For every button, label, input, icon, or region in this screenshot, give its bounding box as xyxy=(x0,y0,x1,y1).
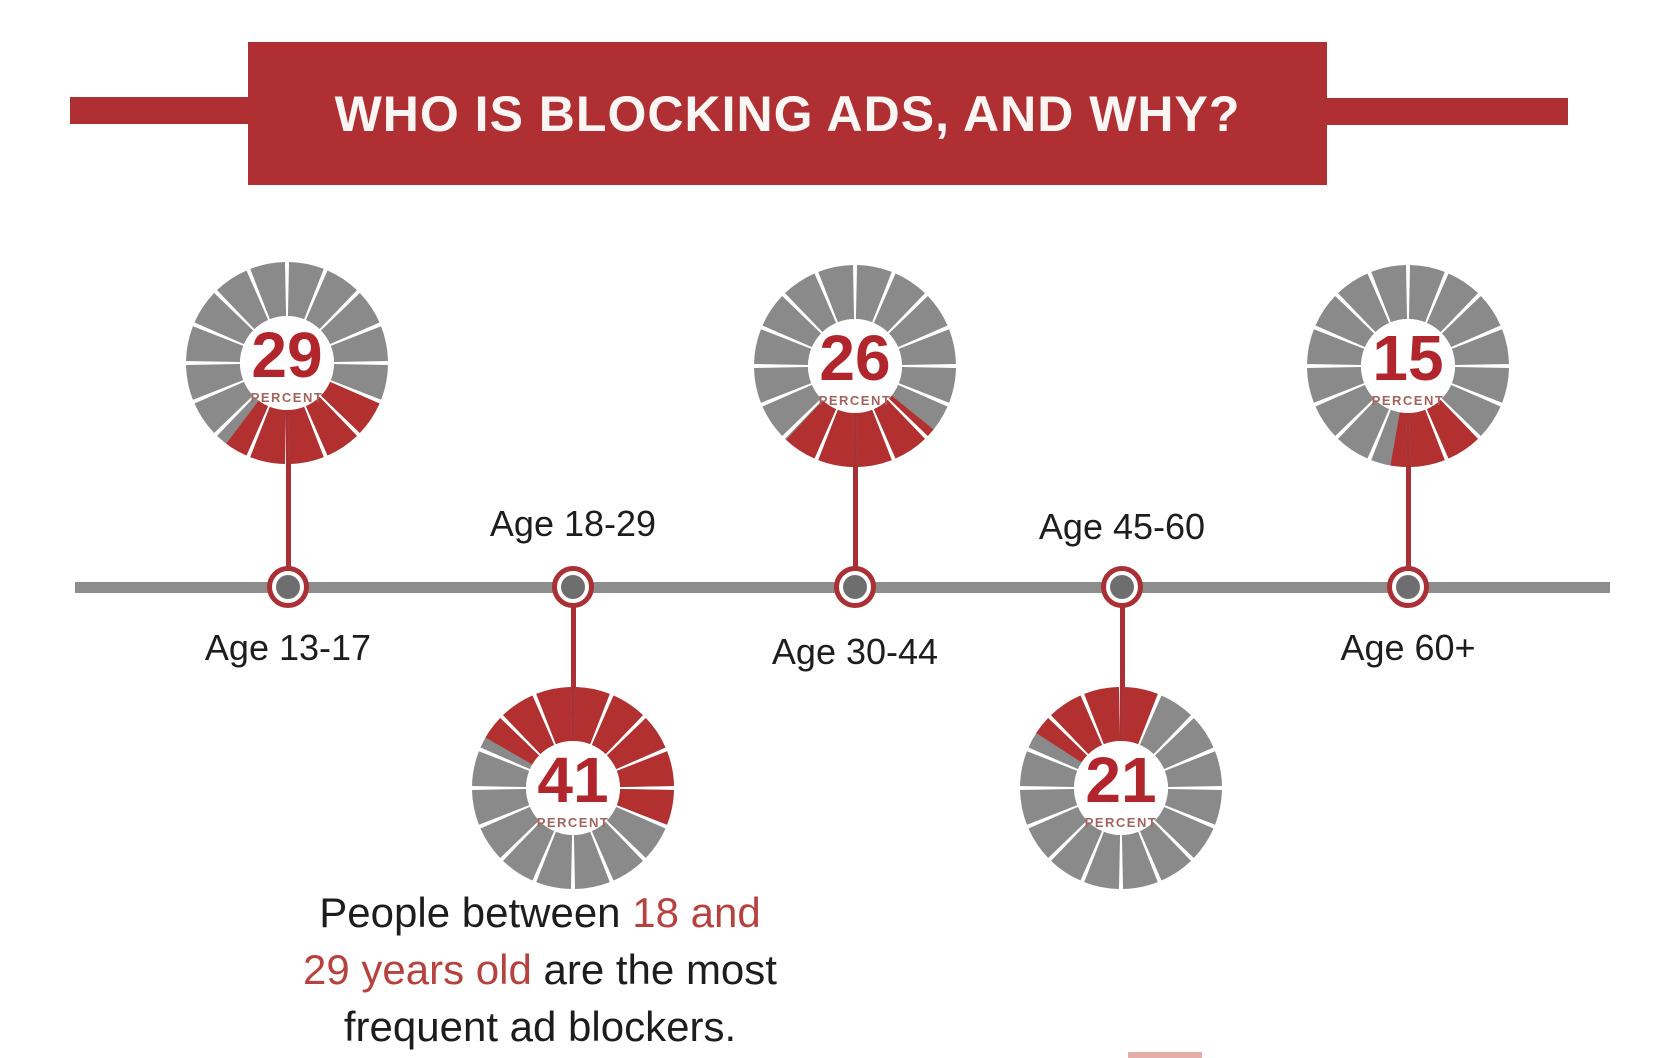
age-label: Age 18-29 xyxy=(489,503,657,544)
timeline-dot-core xyxy=(561,575,585,599)
footnote-text: frequent ad blockers. xyxy=(343,1003,737,1050)
timeline-dot xyxy=(834,566,876,608)
gauge-center xyxy=(240,316,334,410)
age-label: Age 13-17 xyxy=(204,627,372,668)
gauge-center xyxy=(808,319,902,413)
banner-left-bar xyxy=(70,97,248,124)
gauge-unit-label: PERCENT xyxy=(1085,815,1158,830)
footnote-line-1: People between 18 and xyxy=(230,884,850,941)
footnote: People between 18 and 29 years old are t… xyxy=(230,884,850,1055)
timeline-dot xyxy=(552,566,594,608)
gauge-value: 26 xyxy=(819,322,890,394)
title-banner: WHO IS BLOCKING ADS, AND WHY? xyxy=(248,42,1327,185)
timeline-dot xyxy=(267,566,309,608)
footnote-highlight: 29 years old xyxy=(303,946,532,993)
gauge-value: 21 xyxy=(1085,744,1156,816)
footnote-line-2: 29 years old are the most xyxy=(230,941,850,998)
timeline-dot xyxy=(1387,566,1429,608)
age-label: Age 45-60 xyxy=(1038,506,1206,547)
footnote-text: are the most xyxy=(531,946,777,993)
age-label: Age 30-44 xyxy=(771,631,939,672)
page-title: WHO IS BLOCKING ADS, AND WHY? xyxy=(334,85,1241,142)
footnote-line-3: frequent ad blockers. xyxy=(230,998,850,1055)
timeline-dot xyxy=(1101,566,1143,608)
footnote-highlight: 18 and xyxy=(632,889,761,936)
gauge-unit-label: PERCENT xyxy=(251,390,324,405)
gauge-value: 15 xyxy=(1372,322,1443,394)
connector-line xyxy=(1406,366,1411,587)
gauge-value: 29 xyxy=(251,319,322,391)
connector-line xyxy=(286,363,291,587)
gauge-center xyxy=(1361,319,1455,413)
timeline-dot-core xyxy=(1396,575,1420,599)
gauge-unit-label: PERCENT xyxy=(537,815,610,830)
connector-line xyxy=(571,587,576,788)
timeline-dot-core xyxy=(1110,575,1134,599)
timeline-dot-core xyxy=(843,575,867,599)
gauge-value: 41 xyxy=(537,744,608,816)
gauge-center xyxy=(1074,741,1168,835)
footnote-text: People between xyxy=(319,889,633,936)
connector-line xyxy=(1120,587,1125,788)
age-label: Age 60+ xyxy=(1340,627,1476,668)
gauge-center xyxy=(526,741,620,835)
gauge-unit-label: PERCENT xyxy=(819,393,892,408)
banner-right-bar xyxy=(1327,98,1568,125)
timeline-dot-core xyxy=(276,575,300,599)
gauge-unit-label: PERCENT xyxy=(1372,393,1445,408)
cropped-red-element xyxy=(1128,1052,1202,1058)
connector-line xyxy=(853,366,858,587)
